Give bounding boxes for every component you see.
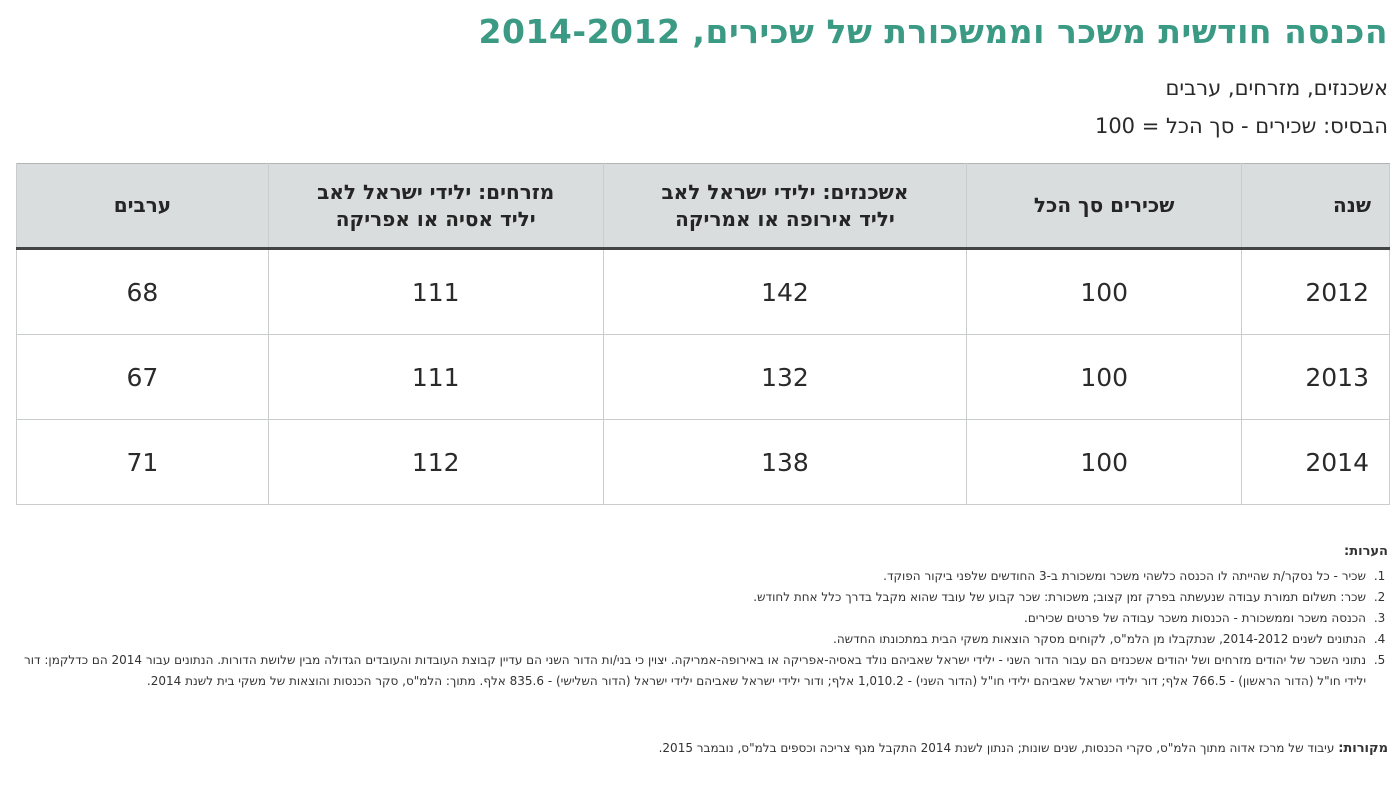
table-row: 2012 100 142 111 68 — [16, 248, 1390, 335]
table-row: 2014 100 138 112 71 — [16, 419, 1390, 505]
cell-arabs: 67 — [16, 334, 269, 420]
header-arabs: ערבים — [16, 163, 269, 250]
table-header: שנה שכירים סך הכל אשכנזים: ילידי ישראל ל… — [16, 163, 1390, 250]
notes-list: שכיר - כל נסקר/ת שהייתה לו הכנסה כלשהי מ… — [16, 566, 1388, 692]
subtitle-base: הבסיס: שכירים - סך הכל = 100 — [1094, 114, 1388, 138]
cell-year: 2014 — [1241, 419, 1390, 505]
table-body: 2012 100 142 111 68 2013 100 132 111 67 … — [16, 248, 1390, 505]
notes-title: הערות: — [1344, 544, 1388, 559]
note-item: שכיר - כל נסקר/ת שהייתה לו הכנסה כלשהי מ… — [16, 566, 1370, 587]
table-row: 2013 100 132 111 67 — [16, 334, 1390, 420]
sources-label: מקורות: — [1338, 741, 1388, 756]
sources-line: מקורות: עיבוד של מרכז אדוה מתוך הלמ"ס, ס… — [16, 738, 1388, 759]
header-ashkenazim-line1: אשכנזים: ילידי ישראל לאב — [661, 179, 909, 204]
header-year: שנה — [1241, 163, 1390, 250]
cell-year: 2012 — [1241, 248, 1390, 335]
subtitle-groups: אשכנזים, מזרחים, ערבים — [1165, 76, 1388, 100]
note-item: שכר: תשלום תמורת עבודה שנעשתה בפרק זמן ק… — [16, 587, 1370, 608]
cell-mizrahim: 111 — [267, 248, 604, 335]
note-item: הכנסה משכר וממשכורת - הכנסות משכר עבודה … — [16, 608, 1370, 629]
page-title: הכנסה חודשית משכר וממשכורת של שכירים, 20… — [478, 12, 1388, 51]
cell-ashkenazim: 138 — [602, 419, 968, 505]
cell-total: 100 — [966, 334, 1243, 420]
cell-arabs: 68 — [16, 248, 269, 335]
note-item: נתוני השכר של יהודים מזרחים ושל יהודים א… — [16, 650, 1370, 692]
note-item: הנתונים לשנים 2014-2012, שנתקבלו מן הלמ"… — [16, 629, 1370, 650]
cell-ashkenazim: 142 — [602, 248, 968, 335]
income-table: שנה שכירים סך הכל אשכנזים: ילידי ישראל ל… — [16, 163, 1390, 505]
header-total: שכירים סך הכל — [966, 163, 1243, 250]
notes-section: הערות: שכיר - כל נסקר/ת שהייתה לו הכנסה … — [16, 541, 1388, 692]
header-mizrahim: מזרחים: ילידי ישראל לאב יליד אסיה או אפר… — [267, 163, 604, 250]
header-mizrahim-line1: מזרחים: ילידי ישראל לאב — [317, 179, 555, 204]
cell-arabs: 71 — [16, 419, 269, 505]
header-ashkenazim-line2: יליד אירופה או אמריקה — [675, 206, 895, 231]
cell-ashkenazim: 132 — [602, 334, 968, 420]
cell-year: 2013 — [1241, 334, 1390, 420]
header-mizrahim-line2: יליד אסיה או אפריקה — [335, 206, 536, 231]
cell-total: 100 — [966, 248, 1243, 335]
header-ashkenazim: אשכנזים: ילידי ישראל לאב יליד אירופה או … — [602, 163, 968, 250]
cell-mizrahim: 111 — [267, 334, 604, 420]
header-row: שנה שכירים סך הכל אשכנזים: ילידי ישראל ל… — [16, 163, 1390, 250]
sources-text: עיבוד של מרכז אדוה מתוך הלמ"ס, סקרי הכנס… — [658, 741, 1335, 755]
cell-mizrahim: 112 — [267, 419, 604, 505]
cell-total: 100 — [966, 419, 1243, 505]
